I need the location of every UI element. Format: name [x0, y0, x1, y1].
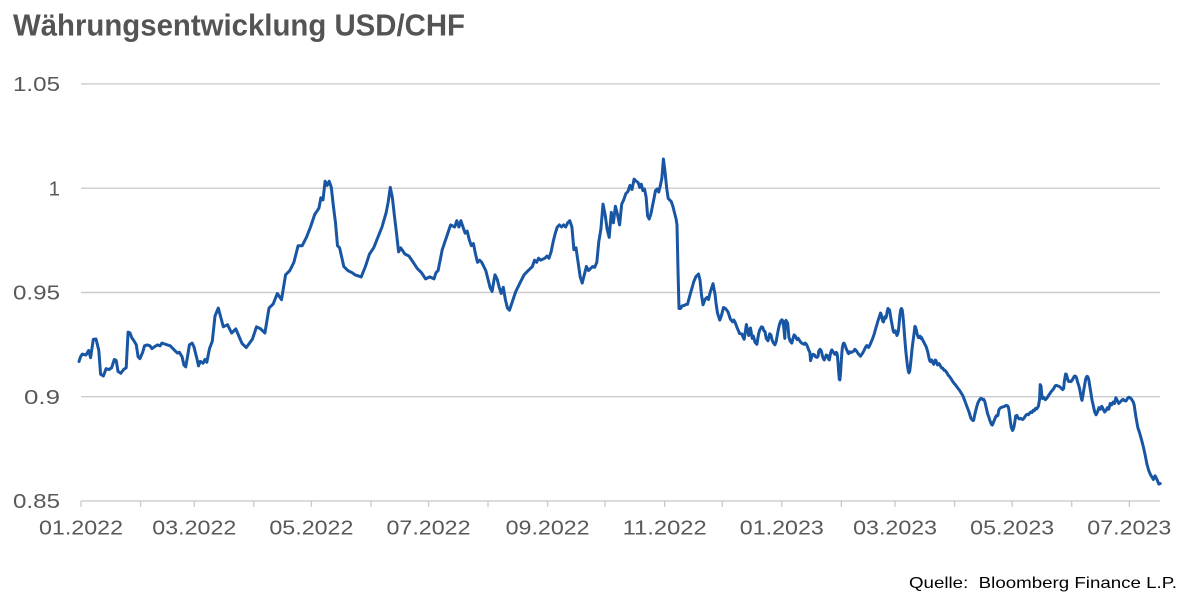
svg-text:05.2023: 05.2023	[970, 517, 1054, 540]
svg-text:01.2023: 01.2023	[740, 517, 824, 540]
svg-text:07.2023: 07.2023	[1087, 517, 1171, 540]
svg-text:11.2022: 11.2022	[623, 517, 707, 540]
svg-text:0.95: 0.95	[13, 282, 60, 305]
svg-text:03.2022: 03.2022	[152, 517, 236, 540]
svg-text:1.05: 1.05	[13, 73, 60, 96]
svg-text:09.2022: 09.2022	[506, 517, 590, 540]
svg-text:1: 1	[49, 177, 60, 200]
svg-text:07.2022: 07.2022	[387, 517, 471, 540]
svg-text:0.85: 0.85	[13, 490, 60, 513]
svg-text:01.2022: 01.2022	[39, 517, 123, 540]
svg-text:05.2022: 05.2022	[269, 517, 353, 540]
svg-text:Währungsentwicklung USD/CHF: Währungsentwicklung USD/CHF	[13, 8, 465, 43]
svg-text:0.9: 0.9	[24, 386, 60, 409]
svg-text:Quelle: Bloomberg Finance L.P: Quelle: Bloomberg Finance L.P.	[909, 575, 1177, 592]
svg-text:03.2023: 03.2023	[853, 517, 937, 540]
